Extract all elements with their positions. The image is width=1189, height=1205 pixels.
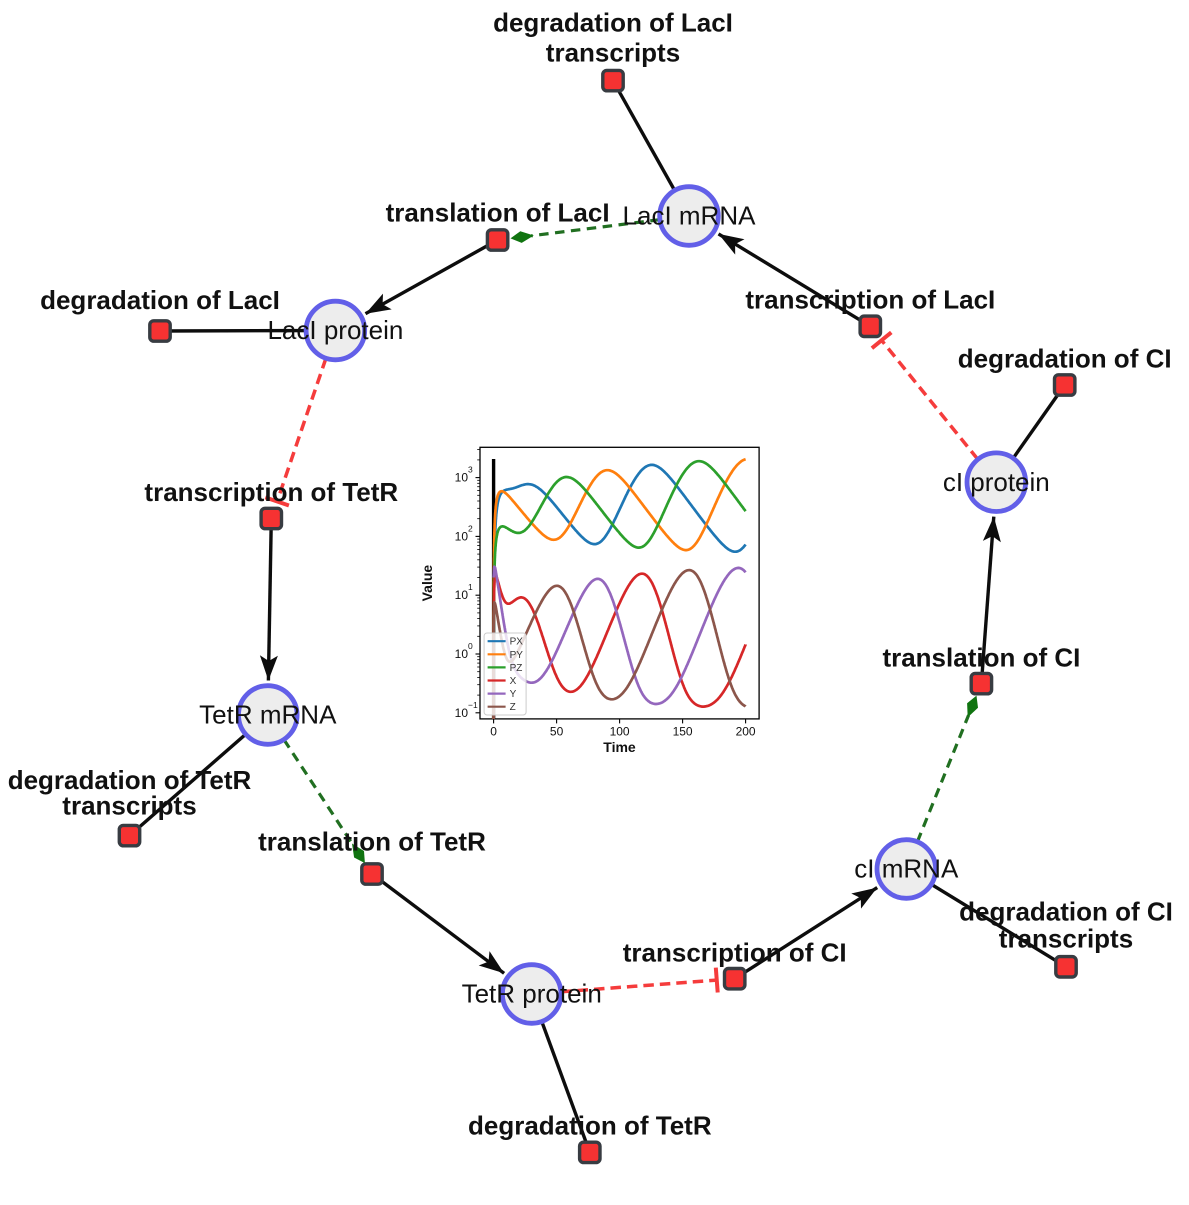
svg-text:degradation of TetR: degradation of TetR: [468, 1111, 712, 1141]
svg-text:200: 200: [736, 724, 756, 738]
svg-text:1: 1: [468, 582, 473, 592]
svg-text:10: 10: [455, 529, 469, 543]
svg-text:10: 10: [455, 588, 469, 602]
svg-text:10: 10: [455, 706, 469, 720]
svg-text:Time: Time: [603, 739, 636, 755]
svg-text:2: 2: [468, 523, 473, 533]
svg-text:PX: PX: [510, 637, 524, 648]
svg-text:degradation of CI: degradation of CI: [958, 344, 1172, 374]
svg-text:3: 3: [468, 465, 473, 475]
svg-text:LacI protein: LacI protein: [267, 315, 403, 345]
svg-text:Z: Z: [510, 702, 516, 713]
svg-text:100: 100: [610, 724, 630, 738]
svg-text:LacI mRNA: LacI mRNA: [623, 201, 757, 231]
svg-text:150: 150: [673, 724, 693, 738]
svg-text:cI protein: cI protein: [943, 467, 1050, 497]
svg-text:−1: −1: [468, 700, 478, 710]
svg-text:degradation of LacI: degradation of LacI: [40, 285, 280, 315]
svg-text:PY: PY: [510, 650, 524, 661]
svg-text:TetR protein: TetR protein: [462, 979, 602, 1009]
svg-text:transcription of TetR: transcription of TetR: [144, 477, 398, 507]
svg-text:translation of LacI: translation of LacI: [386, 197, 610, 227]
svg-text:10: 10: [455, 471, 469, 485]
svg-text:50: 50: [550, 724, 564, 738]
svg-text:transcripts: transcripts: [999, 924, 1133, 954]
svg-text:translation of TetR: translation of TetR: [258, 827, 486, 857]
svg-text:transcription of CI: transcription of CI: [623, 938, 847, 968]
svg-text:transcripts: transcripts: [62, 790, 196, 820]
svg-text:degradation of CI: degradation of CI: [959, 896, 1173, 926]
svg-text:Value: Value: [419, 565, 435, 602]
svg-text:PZ: PZ: [510, 663, 523, 674]
svg-text:0: 0: [490, 724, 497, 738]
svg-text:0: 0: [468, 641, 473, 651]
svg-text:Y: Y: [510, 689, 517, 700]
svg-text:degradation of TetR: degradation of TetR: [8, 765, 252, 795]
svg-text:10: 10: [455, 647, 469, 661]
svg-text:X: X: [510, 676, 517, 687]
svg-text:transcripts: transcripts: [546, 38, 680, 68]
svg-text:degradation of LacI: degradation of LacI: [493, 7, 733, 37]
svg-text:translation of CI: translation of CI: [882, 643, 1080, 673]
svg-text:transcription of LacI: transcription of LacI: [745, 285, 995, 315]
svg-text:cI mRNA: cI mRNA: [854, 854, 959, 884]
svg-text:TetR mRNA: TetR mRNA: [199, 700, 337, 730]
